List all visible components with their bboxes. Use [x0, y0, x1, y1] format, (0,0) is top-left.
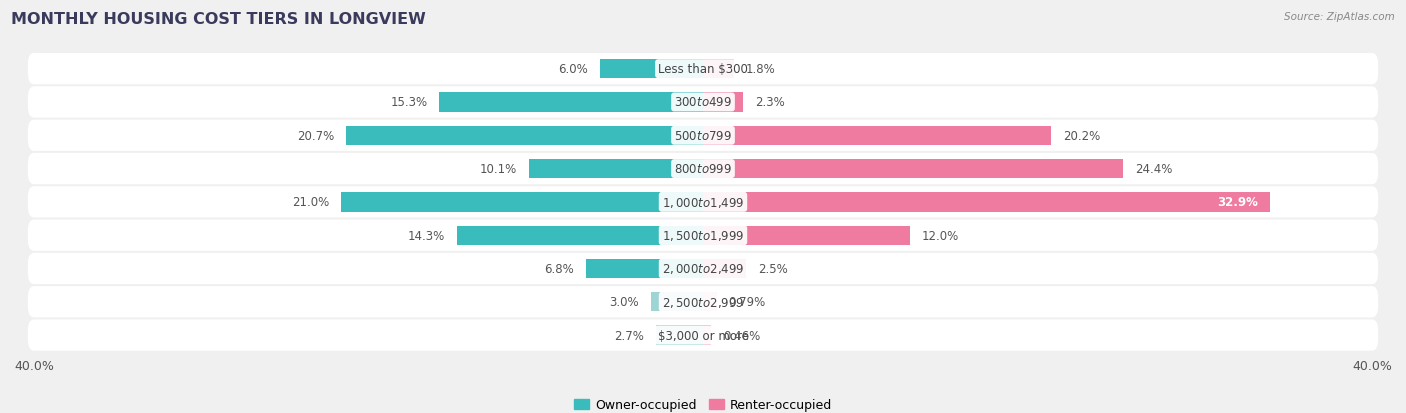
Text: $1,500 to $1,999: $1,500 to $1,999: [662, 229, 744, 242]
Text: 2.3%: 2.3%: [755, 96, 785, 109]
Text: $800 to $999: $800 to $999: [673, 163, 733, 176]
Bar: [703, 126, 1050, 145]
FancyBboxPatch shape: [28, 220, 1378, 251]
Text: 6.8%: 6.8%: [544, 262, 574, 275]
Bar: [703, 259, 747, 278]
Text: 12.0%: 12.0%: [922, 229, 959, 242]
Bar: [703, 226, 910, 245]
Text: Source: ZipAtlas.com: Source: ZipAtlas.com: [1284, 12, 1395, 22]
Text: 14.3%: 14.3%: [408, 229, 444, 242]
Text: $2,500 to $2,999: $2,500 to $2,999: [662, 295, 744, 309]
Text: 20.7%: 20.7%: [297, 129, 335, 142]
Text: 40.0%: 40.0%: [14, 359, 53, 372]
FancyBboxPatch shape: [28, 120, 1378, 152]
Text: 40.0%: 40.0%: [1353, 359, 1392, 372]
Bar: [529, 159, 703, 179]
Bar: [457, 226, 703, 245]
Bar: [703, 325, 711, 345]
Text: 15.3%: 15.3%: [391, 96, 427, 109]
Text: $3,000 or more: $3,000 or more: [658, 329, 748, 342]
Text: $1,000 to $1,499: $1,000 to $1,499: [662, 195, 744, 209]
Text: 32.9%: 32.9%: [1216, 196, 1257, 209]
Text: 20.2%: 20.2%: [1063, 129, 1101, 142]
Text: 0.46%: 0.46%: [723, 329, 761, 342]
Text: $500 to $799: $500 to $799: [673, 129, 733, 142]
Text: 2.5%: 2.5%: [758, 262, 787, 275]
Bar: [599, 60, 703, 79]
FancyBboxPatch shape: [28, 54, 1378, 85]
Bar: [346, 126, 703, 145]
Legend: Owner-occupied, Renter-occupied: Owner-occupied, Renter-occupied: [568, 393, 838, 413]
Text: $2,000 to $2,499: $2,000 to $2,499: [662, 262, 744, 276]
Text: $300 to $499: $300 to $499: [673, 96, 733, 109]
Bar: [440, 93, 703, 112]
Bar: [703, 292, 717, 312]
Bar: [657, 325, 703, 345]
Text: 1.8%: 1.8%: [747, 63, 776, 76]
Text: 10.1%: 10.1%: [479, 163, 517, 176]
FancyBboxPatch shape: [28, 320, 1378, 351]
Text: 21.0%: 21.0%: [292, 196, 329, 209]
Text: 2.7%: 2.7%: [614, 329, 644, 342]
Text: 24.4%: 24.4%: [1135, 163, 1173, 176]
FancyBboxPatch shape: [28, 287, 1378, 318]
Bar: [342, 193, 703, 212]
Bar: [703, 60, 734, 79]
Bar: [703, 93, 742, 112]
FancyBboxPatch shape: [28, 154, 1378, 185]
Bar: [586, 259, 703, 278]
FancyBboxPatch shape: [28, 87, 1378, 118]
FancyBboxPatch shape: [28, 253, 1378, 285]
FancyBboxPatch shape: [28, 187, 1378, 218]
Text: 3.0%: 3.0%: [610, 296, 640, 309]
Text: 0.79%: 0.79%: [728, 296, 766, 309]
Text: MONTHLY HOUSING COST TIERS IN LONGVIEW: MONTHLY HOUSING COST TIERS IN LONGVIEW: [11, 12, 426, 27]
Bar: [703, 159, 1123, 179]
Bar: [703, 193, 1270, 212]
Bar: [651, 292, 703, 312]
Text: 6.0%: 6.0%: [558, 63, 588, 76]
Text: Less than $300: Less than $300: [658, 63, 748, 76]
